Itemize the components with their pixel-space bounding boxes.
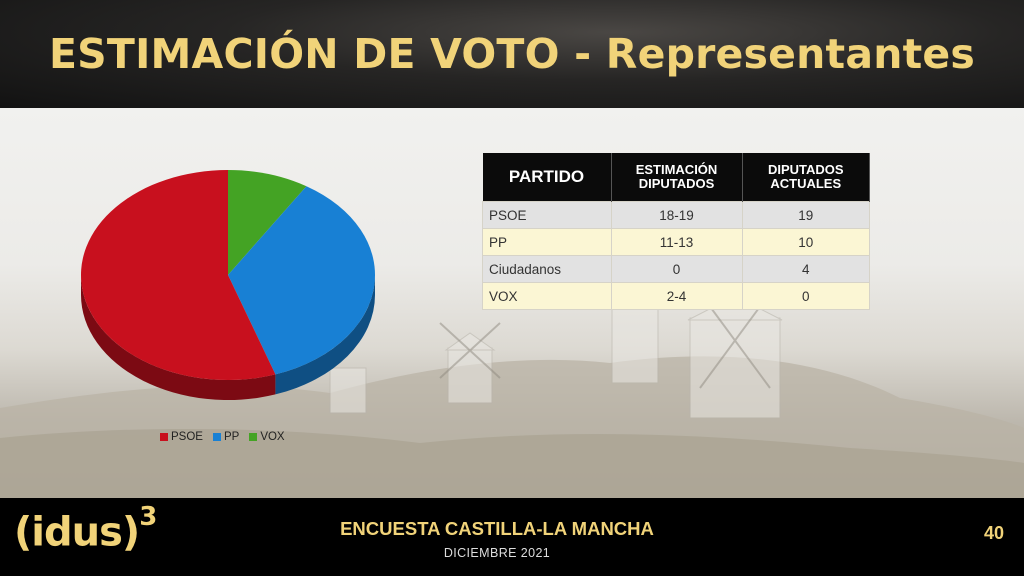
survey-title: ENCUESTA CASTILLA-LA MANCHA: [340, 518, 654, 539]
idus3-logo: (idus)3: [14, 502, 157, 556]
logo-superscript: 3: [139, 502, 157, 532]
legend-swatch: [160, 433, 168, 441]
party-cell: PSOE: [482, 201, 612, 229]
legend-label: PSOE: [171, 431, 203, 443]
header-current: DIPUTADOS ACTUALES: [742, 153, 870, 202]
estimate-cell: 2-4: [610, 282, 743, 310]
pie-slice-vox: [228, 170, 307, 275]
seat-estimate-pie-chart: [81, 170, 375, 400]
current-cell: 19: [741, 201, 870, 229]
current-cell: 10: [741, 228, 870, 256]
legend-swatch: [212, 433, 221, 441]
table-row: VOX 2-4 0: [482, 282, 870, 310]
current-cell: 4: [741, 255, 870, 283]
header-band: ESTIMACIÓN DE VOTO - Representantes: [0, 0, 1024, 108]
legend-item-psoe: PSOE: [160, 431, 203, 443]
estimate-cell: 18-19: [610, 201, 743, 229]
chart-legend: PSOE PP VOX: [160, 431, 285, 443]
pie-side-psoe: [81, 275, 276, 400]
table-row: Ciudadanos 0 4: [482, 255, 870, 283]
pie-slice-psoe: [81, 170, 276, 380]
header-party: PARTIDO: [482, 153, 612, 202]
seats-table: PARTIDO ESTIMACIÓN DIPUTADOS DIPUTADOS A…: [482, 153, 870, 310]
estimate-cell: 0: [610, 255, 743, 283]
current-cell: 0: [741, 282, 870, 310]
survey-date: DICIEMBRE 2021: [443, 546, 551, 560]
slide-title: ESTIMACIÓN DE VOTO - Representantes: [48, 30, 976, 78]
pie-slice-pp: [228, 186, 375, 375]
table-row: PSOE 18-19 19: [482, 201, 870, 229]
party-cell: VOX: [482, 282, 612, 310]
header-estimate: ESTIMACIÓN DIPUTADOS: [611, 153, 743, 202]
legend-item-pp: PP: [212, 431, 240, 443]
legend-swatch: [249, 433, 258, 441]
logo-text: (idus): [14, 509, 140, 556]
table-header-row: PARTIDO ESTIMACIÓN DIPUTADOS DIPUTADOS A…: [482, 153, 870, 202]
legend-item-vox: VOX: [249, 431, 285, 443]
legend-label: PP: [223, 431, 240, 443]
party-cell: Ciudadanos: [482, 255, 612, 283]
pie-side-pp: [275, 275, 375, 395]
legend-label: VOX: [260, 431, 285, 443]
table-row: PP 11-13 10: [482, 228, 870, 256]
footer-band: (idus)3 ENCUESTA CASTILLA-LA MANCHA DICI…: [0, 498, 1024, 576]
estimate-cell: 11-13: [610, 228, 743, 256]
page-number: 40: [983, 523, 1004, 543]
party-cell: PP: [482, 228, 612, 256]
